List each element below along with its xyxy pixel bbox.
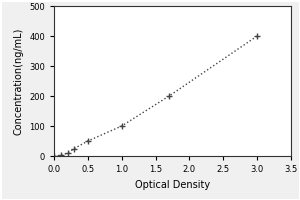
Y-axis label: Concentration(ng/mL): Concentration(ng/mL)	[14, 27, 23, 135]
X-axis label: Optical Density: Optical Density	[135, 180, 210, 190]
